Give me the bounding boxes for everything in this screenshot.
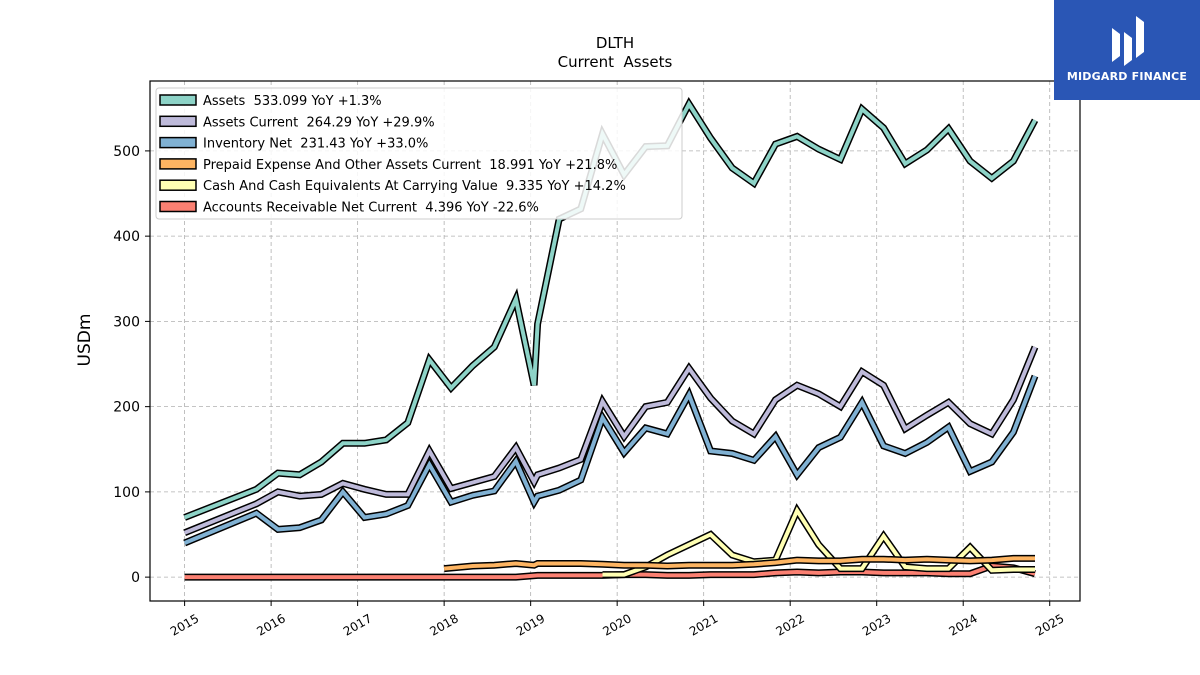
y-tick-label: 100 (113, 485, 140, 501)
series-line-outline (183, 374, 1039, 547)
brand-logo: MIDGARD FINANCE (1054, 0, 1200, 100)
x-tick-label: 2025 (1033, 611, 1066, 638)
series-line-stroke (443, 556, 1035, 571)
legend-entry: Prepaid Expense And Other Assets Current… (203, 158, 617, 173)
brand-name: MIDGARD FINANCE (1066, 70, 1188, 83)
y-tick-label: 300 (113, 314, 140, 330)
brand-mark-icon (1112, 16, 1144, 66)
legend-swatch (159, 179, 197, 191)
y-tick-label: 500 (113, 144, 140, 160)
series-line (602, 503, 1035, 579)
y-tick-label: 200 (113, 400, 140, 416)
series-line (443, 554, 1035, 573)
x-tick-label: 2023 (860, 611, 893, 638)
x-tick-label: 2020 (600, 611, 633, 638)
series-line-stroke (602, 506, 1035, 577)
legend-swatch (159, 158, 197, 170)
series-line-stroke (183, 375, 1037, 545)
x-tick-label: 2024 (946, 611, 979, 638)
y-tick-label: 400 (113, 229, 140, 245)
legend-entry: Cash And Cash Equivalents At Carrying Va… (203, 179, 626, 194)
x-tick-label: 2021 (687, 611, 720, 638)
legend-swatch (159, 200, 197, 213)
plot-frame (149, 80, 1081, 602)
x-tick-label: 2015 (168, 611, 201, 638)
y-axis-label: USDm (75, 314, 95, 367)
x-tick-label: 2016 (254, 611, 287, 638)
series-line-stroke (184, 563, 1036, 580)
legend-swatch (159, 136, 197, 149)
legend: Assets 533.099 YoY +1.3% Assets Current 2… (155, 87, 683, 220)
series-line (184, 562, 1036, 581)
legend-entry: Assets Current 264.29 YoY +29.9% (203, 115, 435, 130)
x-tick-label: 2017 (341, 611, 374, 638)
y-tick-label: 0 (131, 570, 140, 586)
legend-swatch (159, 115, 197, 128)
series-line (183, 374, 1039, 547)
series-line-stroke (183, 346, 1037, 535)
x-tick-label: 2019 (514, 611, 547, 638)
x-tick-label: 2018 (427, 611, 460, 638)
legend-entry: Accounts Receivable Net Current 4.396 Yo… (203, 201, 539, 216)
legend-box (155, 87, 683, 220)
series-line (183, 345, 1039, 537)
x-tick-label: 2022 (773, 611, 806, 638)
chart-subtitle: Current Assets (558, 53, 673, 71)
legend-entry: Assets 533.099 YoY +1.3% (203, 94, 382, 109)
legend-entry: Inventory Net 231.43 YoY +33.0% (203, 137, 428, 152)
chart-title: DLTH (596, 34, 634, 52)
series-line-outline (183, 345, 1039, 537)
legend-swatch (159, 94, 197, 106)
